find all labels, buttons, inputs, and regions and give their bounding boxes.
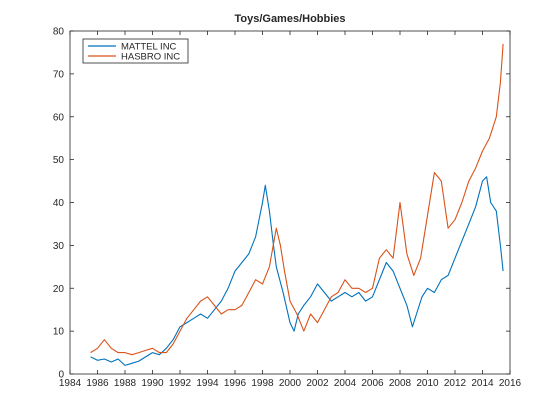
x-tick-label: 2012 — [444, 378, 467, 389]
x-tick-label: 2010 — [416, 378, 439, 389]
x-tick-label: 1986 — [86, 378, 109, 389]
x-axis: 1984 1986 1988 1990 1992 1994 1996 1998 2000 2002… — [59, 31, 522, 389]
y-axis: 0 10 20 30 40 50 60 70 80 — [53, 27, 510, 381]
x-tick-label: 2002 — [306, 378, 329, 389]
chart-title: Toys/Games/Hobbies — [234, 13, 345, 25]
x-tick-label: 2000 — [279, 378, 302, 389]
legend-label: HASBRO INC — [121, 52, 180, 63]
y-tick-label: 70 — [53, 69, 65, 80]
x-tick-label: 1996 — [224, 378, 247, 389]
y-tick-label: 0 — [58, 370, 64, 381]
legend-label: MATTEL INC — [121, 42, 177, 53]
x-tick-label: 2006 — [361, 378, 384, 389]
legend-box — [82, 38, 189, 64]
x-tick-label: 1994 — [196, 378, 219, 389]
x-tick-label: 1998 — [251, 378, 274, 389]
x-tick-label: 2014 — [471, 378, 494, 389]
x-tick-label: 1988 — [114, 378, 137, 389]
y-tick-label: 10 — [53, 327, 65, 338]
y-tick-label: 60 — [53, 112, 65, 123]
y-tick-label: 50 — [53, 155, 65, 166]
series-line-mattel-inc — [90, 176, 504, 366]
x-tick-label: 1984 — [59, 378, 82, 389]
series-layer — [90, 43, 504, 366]
x-tick-label: 1992 — [169, 378, 192, 389]
y-tick-label: 30 — [53, 241, 65, 252]
x-tick-label: 2008 — [389, 378, 412, 389]
y-tick-label: 80 — [53, 27, 65, 38]
y-tick-label: 40 — [53, 198, 65, 209]
y-tick-label: 20 — [53, 284, 65, 295]
x-tick-label: 2016 — [499, 378, 522, 389]
x-tick-label: 1990 — [141, 378, 164, 389]
series-line-hasbro-inc — [90, 43, 504, 356]
x-tick-label: 2004 — [334, 378, 357, 389]
